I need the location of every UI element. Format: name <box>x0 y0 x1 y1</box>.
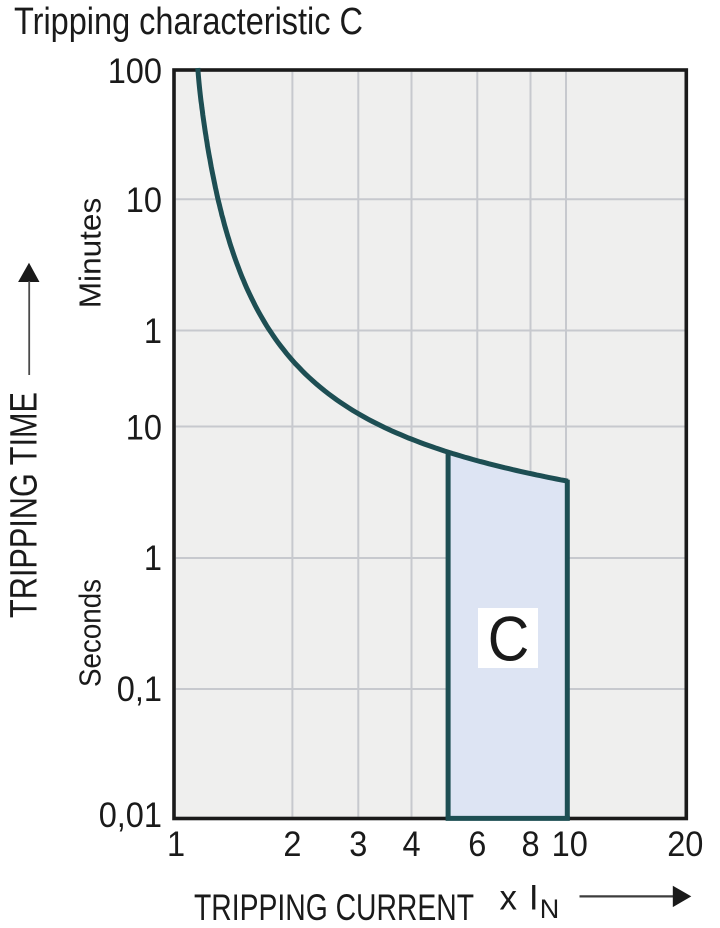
svg-text:Minutes: Minutes <box>72 198 107 309</box>
svg-text:2: 2 <box>283 825 301 864</box>
svg-text:Tripping characteristic C: Tripping characteristic C <box>14 1 363 43</box>
svg-text:N: N <box>540 894 560 924</box>
svg-text:20: 20 <box>667 825 703 864</box>
svg-text:Seconds: Seconds <box>72 579 107 687</box>
svg-text:4: 4 <box>402 825 420 864</box>
svg-text:10: 10 <box>126 181 162 220</box>
svg-text:10: 10 <box>126 409 162 448</box>
svg-text:TRIPPING CURRENT: TRIPPING CURRENT <box>194 887 474 928</box>
svg-text:8: 8 <box>521 825 539 864</box>
svg-text:1: 1 <box>144 539 162 578</box>
svg-text:6: 6 <box>468 825 486 864</box>
svg-text:1: 1 <box>167 825 185 864</box>
svg-text:100: 100 <box>108 52 162 91</box>
svg-text:0,1: 0,1 <box>117 670 162 709</box>
svg-text:C: C <box>488 605 530 675</box>
svg-text:3: 3 <box>349 825 367 864</box>
svg-text:I: I <box>529 878 539 917</box>
svg-text:1: 1 <box>144 312 162 351</box>
svg-text:TRIPPING TIME: TRIPPING TIME <box>4 392 46 618</box>
svg-text:0,01: 0,01 <box>99 796 162 835</box>
svg-text:10: 10 <box>552 825 588 864</box>
svg-text:x: x <box>500 878 518 917</box>
